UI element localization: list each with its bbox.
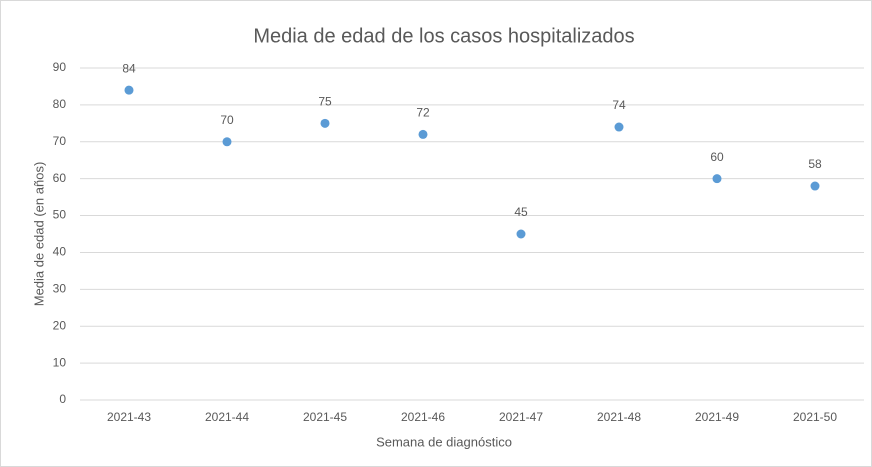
data-label: 45: [514, 205, 528, 219]
y-tick-label: 20: [53, 318, 67, 332]
y-axis-label: Media de edad (en años): [31, 162, 46, 307]
data-label: 75: [318, 95, 332, 109]
x-tick-label: 2021-44: [205, 410, 249, 424]
y-tick-label: 0: [59, 392, 66, 406]
x-tick-label: 2021-50: [793, 410, 837, 424]
point: [614, 122, 624, 132]
x-axis-label: Semana de diagnóstico: [376, 434, 512, 449]
data-label: 60: [710, 150, 724, 164]
y-tick-label: 60: [53, 171, 67, 185]
point: [124, 85, 134, 95]
data-label: 84: [122, 61, 136, 75]
y-tick-label: 80: [53, 97, 67, 111]
y-tick-label: 30: [53, 282, 67, 296]
x-tick-label: 2021-43: [107, 410, 151, 424]
x-tick-label: 2021-46: [401, 410, 445, 424]
data-label: 70: [220, 113, 234, 127]
x-tick-label: 2021-49: [695, 410, 739, 424]
y-tick-label: 50: [53, 208, 67, 222]
x-tick-label: 2021-45: [303, 410, 347, 424]
y-tick-label: 40: [53, 245, 67, 259]
point: [222, 137, 232, 147]
x-tick-label: 2021-47: [499, 410, 543, 424]
data-label: 58: [808, 157, 822, 171]
data-label: 72: [416, 106, 430, 120]
point: [516, 229, 526, 239]
chart-title: Media de edad de los casos hospitalizado…: [253, 25, 634, 47]
y-tick-label: 90: [53, 60, 67, 74]
point: [712, 174, 722, 184]
x-tick-label: 2021-48: [597, 410, 641, 424]
data-label: 74: [612, 98, 626, 112]
y-tick-label: 70: [53, 134, 67, 148]
point: [418, 129, 428, 139]
y-tick-label: 10: [53, 355, 67, 369]
point: [320, 118, 330, 128]
point: [810, 181, 820, 191]
